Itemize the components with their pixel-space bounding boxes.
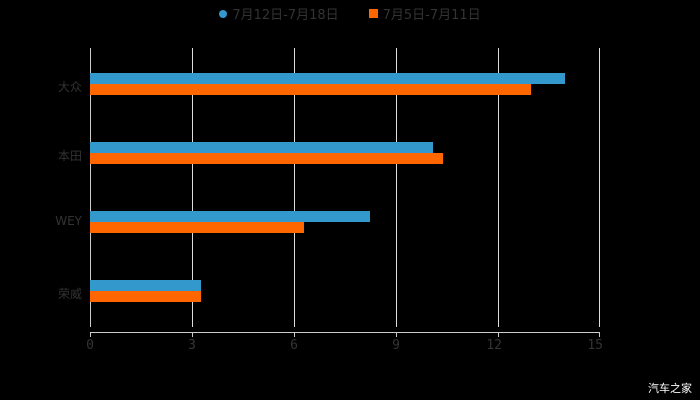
legend-item-series-2[interactable]: 7月5日-7月11日 bbox=[368, 4, 481, 23]
gridline bbox=[294, 48, 295, 327]
bar-current-week[interactable] bbox=[90, 280, 201, 291]
gridline bbox=[192, 48, 193, 327]
bar-previous-week[interactable] bbox=[90, 291, 201, 302]
gridline bbox=[498, 48, 499, 327]
x-tick bbox=[90, 332, 91, 337]
x-tick-label: 9 bbox=[392, 338, 400, 353]
category-label: WEY bbox=[55, 214, 82, 228]
x-tick bbox=[294, 332, 295, 337]
x-tick bbox=[599, 332, 600, 337]
plot-area bbox=[90, 48, 600, 327]
y-axis-line bbox=[90, 48, 91, 327]
x-tick bbox=[192, 332, 193, 337]
category-label: 荣威 bbox=[57, 287, 82, 301]
x-axis-line bbox=[90, 332, 600, 333]
x-tick-label: 6 bbox=[290, 338, 298, 353]
x-tick bbox=[396, 332, 397, 337]
bar-current-week[interactable] bbox=[90, 142, 433, 153]
bar-current-week[interactable] bbox=[90, 73, 565, 84]
x-tick bbox=[498, 332, 499, 337]
gridline bbox=[396, 48, 397, 327]
legend: 7月12日-7月18日 7月5日-7月11日 bbox=[0, 4, 700, 23]
watermark: 汽车之家 bbox=[648, 382, 692, 395]
x-tick-label: 15 bbox=[587, 338, 603, 353]
legend-item-series-1[interactable]: 7月12日-7月18日 bbox=[219, 4, 339, 23]
bar-previous-week[interactable] bbox=[90, 222, 304, 233]
bar-current-week[interactable] bbox=[90, 211, 370, 222]
square-marker-icon bbox=[368, 9, 378, 18]
category-label: 大众 bbox=[57, 80, 82, 94]
x-tick-label: 12 bbox=[486, 338, 502, 353]
gridline bbox=[599, 48, 600, 327]
bar-previous-week[interactable] bbox=[90, 84, 531, 95]
legend-label: 7月12日-7月18日 bbox=[232, 8, 339, 23]
bar-previous-week[interactable] bbox=[90, 153, 443, 164]
legend-label: 7月5日-7月11日 bbox=[382, 8, 481, 23]
category-label: 本田 bbox=[57, 149, 82, 163]
x-tick-label: 0 bbox=[86, 338, 94, 353]
x-tick-label: 3 bbox=[188, 338, 196, 353]
circle-marker-icon bbox=[219, 9, 228, 18]
